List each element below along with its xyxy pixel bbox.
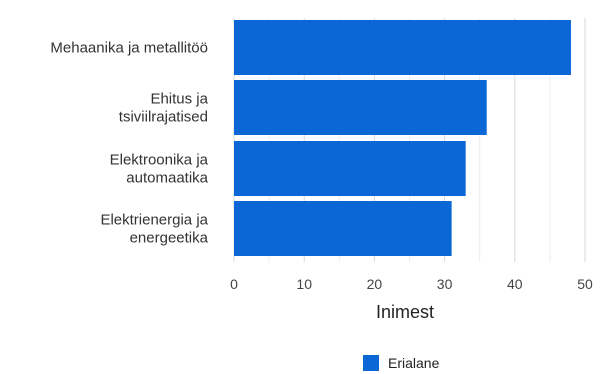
legend: Erialane [363,355,440,371]
legend-swatch [363,355,379,371]
x-axis-title: Inimest [376,302,434,322]
category-label-line: automaatika [126,170,208,187]
category-label: Ehitus ja tsiviilrajatised [119,91,209,126]
x-tick-label: 40 [507,276,523,292]
category-label-line: Ehitus ja [150,91,208,108]
x-tick-label: 50 [577,276,593,292]
category-label-line: Elektroonika ja [110,152,209,169]
category-label: Elektrienergia ja energeetika [100,212,208,247]
x-tick-label: 30 [437,276,453,292]
category-label-line: Elektrienergia ja [100,212,208,229]
legend-label-erialane: Erialane [388,355,440,371]
category-label: Elektroonika ja automaatika [110,152,209,187]
bar [234,80,487,135]
category-label: Mehaanika ja metallitöö [50,40,208,57]
bar [234,201,452,256]
x-tick-label: 0 [230,276,238,292]
bars [234,20,571,256]
category-label-line: Mehaanika ja metallitöö [50,40,208,57]
category-label-line: tsiviilrajatised [119,109,208,126]
x-tick-label: 20 [367,276,383,292]
bar [234,141,466,196]
x-tick-labels: 0 10 20 30 40 50 [230,276,593,292]
category-labels: Mehaanika ja metallitöö Ehitus ja tsiviilr… [50,40,208,247]
bar [234,20,571,75]
category-label-line: energeetika [130,230,209,247]
x-tick-label: 10 [296,276,312,292]
